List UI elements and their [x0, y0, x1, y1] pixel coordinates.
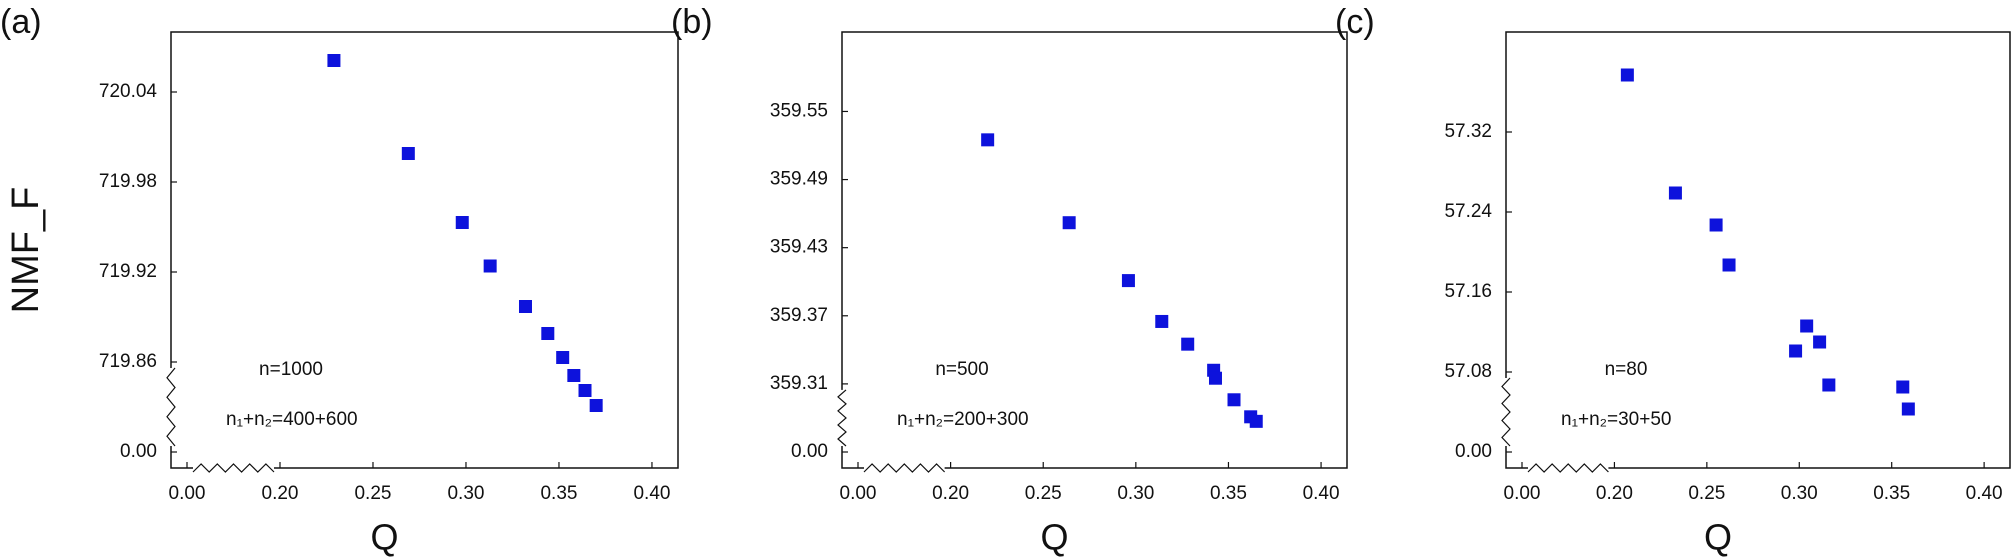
x-tick-label: 0.30	[1781, 483, 1818, 504]
break-mask	[839, 389, 845, 446]
y-tick-label: 359.43	[770, 237, 828, 258]
y-axis-label: NMF_F	[5, 187, 47, 314]
x-tick-label: 0.00	[169, 483, 206, 504]
y-tick-label: 359.49	[770, 169, 828, 190]
point	[1062, 216, 1076, 230]
axis-break	[1501, 377, 1511, 447]
x-tick-label: 0.00	[1504, 483, 1541, 504]
annotation: n₁+n₂=400+600	[226, 409, 358, 430]
panel-label: (a)	[0, 3, 42, 41]
point	[1813, 335, 1827, 349]
break-mask	[193, 465, 274, 471]
plot-frame	[170, 31, 679, 469]
point	[567, 369, 581, 382]
break-mask	[1503, 378, 1509, 446]
x-tick-label: 0.25	[354, 483, 391, 504]
x-tick-label: 0.20	[262, 483, 299, 504]
axis-break	[863, 463, 946, 473]
x-tick-label: 0.40	[1966, 483, 2003, 504]
x-tick-label: 0.20	[1596, 483, 1633, 504]
panel: 0.00 0.20 0.25 0.30 0.35 0.40 0.00 359.31 359.37…	[671, 3, 1348, 558]
y-tick-label: 0.00	[120, 441, 157, 462]
point	[589, 399, 603, 412]
point	[483, 259, 497, 273]
point	[1709, 218, 1723, 232]
y-tick-label: 0.00	[1455, 441, 1492, 462]
point	[1896, 380, 1910, 394]
x-axis-label: Q	[1704, 517, 1732, 558]
y-tick-label: 359.31	[770, 373, 828, 394]
y-tick-label: 719.86	[99, 351, 157, 372]
point	[1668, 186, 1682, 200]
point	[1208, 371, 1222, 385]
panel: 0.00 0.20 0.25 0.30 0.35 0.40 0.00 719.86 719.92…	[0, 3, 679, 558]
axis-break	[1527, 463, 1609, 473]
point	[1789, 344, 1803, 358]
y-tick-label: 720.04	[99, 81, 158, 102]
point	[327, 54, 341, 67]
x-tick-label: 0.35	[1210, 483, 1247, 504]
panel-label: (b)	[671, 3, 713, 41]
annotation: n₁+n₂=200+300	[897, 409, 1029, 430]
point	[1181, 337, 1195, 351]
x-tick-label: 0.40	[633, 483, 670, 504]
point	[981, 133, 995, 147]
point	[401, 147, 415, 160]
x-tick-label: 0.25	[1025, 483, 1062, 504]
axis-break	[166, 367, 176, 447]
y-tick-label: 359.55	[770, 100, 828, 121]
break-mask	[1528, 465, 1609, 471]
break-mask	[864, 465, 945, 471]
point	[518, 300, 532, 313]
y-tick-label: 359.37	[770, 305, 828, 326]
annotation: n₁+n₂=30+50	[1561, 409, 1671, 430]
x-tick-label: 0.30	[447, 483, 484, 504]
x-tick-label: 0.25	[1688, 483, 1725, 504]
annotation: n=80	[1605, 359, 1648, 380]
point	[1121, 274, 1135, 288]
y-tick-label: 57.24	[1444, 201, 1492, 222]
x-axis-label: Q	[1040, 517, 1068, 558]
point	[1155, 314, 1169, 328]
point	[455, 216, 469, 229]
point	[556, 351, 570, 364]
panel: 0.00 0.20 0.25 0.30 0.35 0.40 0.00 57.08 57.16 57…	[1335, 3, 2011, 558]
y-tick-label: 57.16	[1444, 281, 1492, 302]
point	[1620, 68, 1634, 82]
panel-label: (c)	[1335, 3, 1375, 41]
point	[541, 327, 555, 340]
y-tick-label: 719.92	[99, 261, 157, 282]
y-tick-label: 57.08	[1444, 361, 1492, 382]
x-axis-label: Q	[370, 517, 398, 558]
y-tick-label: 0.00	[791, 441, 828, 462]
x-tick-label: 0.30	[1117, 483, 1154, 504]
point	[1722, 258, 1736, 272]
y-tick-label: 719.98	[99, 171, 157, 192]
point	[1249, 414, 1263, 428]
point	[1227, 393, 1241, 407]
break-mask	[168, 368, 174, 446]
x-tick-label: 0.40	[1303, 483, 1340, 504]
plot-frame	[841, 31, 1348, 469]
axis-break	[837, 389, 847, 447]
x-tick-label: 0.35	[540, 483, 577, 504]
y-tick-label: 57.32	[1444, 121, 1492, 142]
annotation: n=500	[935, 359, 988, 380]
plot-frame	[1505, 31, 2011, 469]
point	[1800, 319, 1814, 333]
axis-break	[192, 463, 275, 473]
x-tick-label: 0.00	[840, 483, 877, 504]
point	[1901, 402, 1915, 416]
point	[578, 384, 592, 397]
point	[1822, 378, 1836, 392]
annotation: n=1000	[259, 359, 323, 380]
x-tick-label: 0.35	[1873, 483, 1910, 504]
x-tick-label: 0.20	[932, 483, 969, 504]
